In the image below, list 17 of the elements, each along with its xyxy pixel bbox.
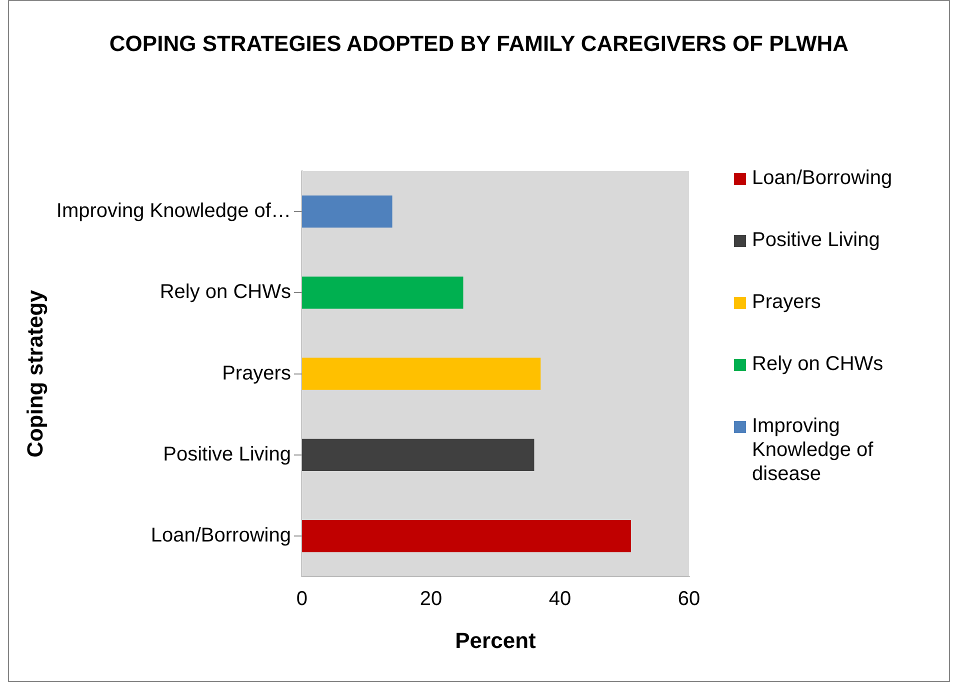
y-tick-label: Prayers — [222, 362, 291, 384]
chart-title: COPING STRATEGIES ADOPTED BY FAMILY CAREGIVERS OF PLWHA — [108, 31, 850, 57]
x-tick-label: 0 — [296, 588, 308, 610]
legend-label: Improving Knowledge of disease — [752, 415, 874, 485]
x-tick-label: 20 — [420, 588, 442, 610]
x-axis-title: Percent — [455, 628, 537, 653]
y-tick-label: Improving Knowledge of… — [56, 200, 291, 222]
x-tick-label: 40 — [548, 588, 572, 610]
y-tick-label: Positive Living — [163, 443, 291, 466]
y-axis-title: Coping strategy — [22, 289, 48, 458]
legend-label: Positive Living — [752, 229, 880, 251]
legend-label: Loan/Borrowing — [752, 167, 892, 189]
legend-label: Rely on CHWs — [752, 353, 884, 375]
y-tick-label: Rely on CHWs — [160, 281, 291, 304]
y-tick-label: Loan/Borrowing — [150, 524, 291, 547]
x-tick-label: 60 — [678, 588, 700, 610]
legend-label: Prayers — [752, 291, 821, 313]
